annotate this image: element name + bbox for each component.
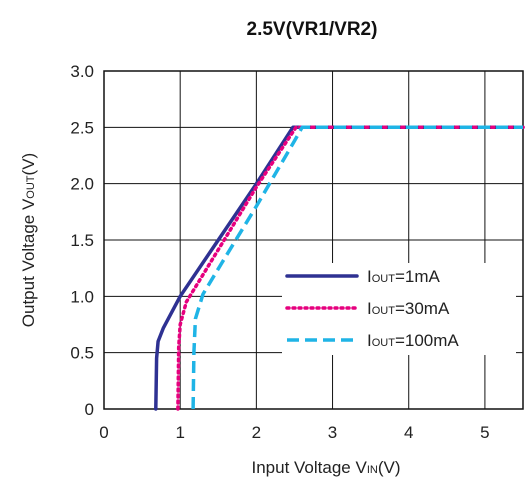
legend-label-1-prefix: I (367, 267, 372, 286)
legend-label-3: IOUT=100mA (367, 331, 459, 350)
x-axis-label-prefix: Input Voltage V (252, 458, 368, 477)
y-tick-labels: 0 0.5 1.0 1.5 2.0 2.5 3.0 (70, 62, 94, 419)
series-line-2 (176, 125, 525, 411)
legend-label-2-prefix: I (367, 299, 372, 318)
chart-title: 2.5V(VR1/VR2) (247, 19, 378, 40)
x-tick-label: 3 (328, 423, 337, 442)
legend-label-3-prefix: I (367, 331, 372, 350)
legend-label-1-sub: OUT (372, 273, 396, 285)
y-tick-label: 1.5 (70, 231, 94, 250)
x-tick-label: 5 (480, 423, 489, 442)
y-axis-label-prefix: Output Voltage V (19, 198, 38, 327)
legend: IOUT=1mA IOUT=30mA IOUT=100mA (282, 263, 516, 355)
x-tick-label: 2 (252, 423, 261, 442)
y-tick-label: 2.5 (70, 118, 94, 137)
y-tick-label: 3.0 (70, 62, 94, 81)
x-axis-label-suffix: (V) (378, 458, 401, 477)
legend-label-1: IOUT=1mA (367, 267, 441, 286)
legend-item-2: IOUT=30mA (285, 299, 450, 318)
x-axis-label-sub: IN (367, 464, 378, 476)
y-axis-label-suffix: (V) (19, 153, 38, 176)
x-axis-label: Input Voltage VIN(V) (252, 458, 401, 477)
plot-frame (103, 70, 524, 410)
y-tick-label: 1.0 (70, 287, 94, 306)
legend-item-3: IOUT=100mA (287, 331, 459, 350)
y-tick-label: 2.0 (70, 175, 94, 194)
legend-background (282, 263, 516, 355)
x-tick-label: 1 (175, 423, 184, 442)
series-line-1 (154, 125, 525, 411)
legend-label-3-suffix: =100mA (395, 331, 459, 350)
series-lines (154, 125, 525, 411)
legend-label-1-suffix: =1mA (395, 267, 441, 286)
x-tick-label: 0 (99, 423, 108, 442)
legend-label-3-sub: OUT (372, 337, 396, 349)
y-axis-label-sub: OUT (25, 175, 37, 199)
legend-label-2-sub: OUT (372, 305, 396, 317)
y-tick-label: 0 (85, 400, 94, 419)
x-tick-label: 4 (404, 423, 413, 442)
legend-label-2: IOUT=30mA (367, 299, 450, 318)
y-axis-label: Output Voltage VOUT(V) (19, 153, 38, 327)
x-tick-labels: 0 1 2 3 4 5 (99, 423, 489, 442)
series-line-3 (191, 125, 523, 410)
legend-item-1: IOUT=1mA (285, 267, 441, 286)
legend-label-2-suffix: =30mA (395, 299, 450, 318)
y-tick-label: 0.5 (70, 344, 94, 363)
